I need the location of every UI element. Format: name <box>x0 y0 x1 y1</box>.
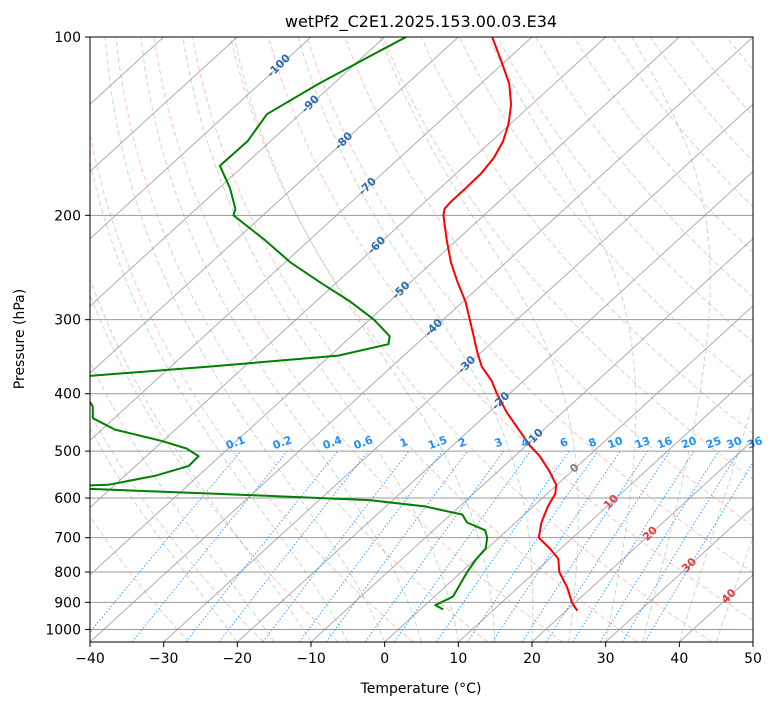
y-tick-label: 900 <box>54 595 81 611</box>
x-tick-label: 20 <box>523 651 541 667</box>
dry-adiabat <box>268 37 753 622</box>
mixing-ratio-line <box>467 450 599 642</box>
mixing-ratio-line <box>262 450 410 642</box>
y-tick-label: 600 <box>54 491 81 507</box>
isotherm <box>531 439 753 642</box>
y-tick-label: 500 <box>54 444 81 460</box>
isotherm <box>605 506 753 642</box>
mixing-ratio-label: 8 <box>587 435 599 450</box>
mixing-ratio-label: 30 <box>725 434 744 452</box>
x-tick-label: 50 <box>744 651 762 667</box>
mixing-ratio-line <box>599 450 720 642</box>
moist-adiabat <box>715 535 753 642</box>
x-tick-label: −30 <box>149 651 179 667</box>
isotherm <box>90 37 753 642</box>
x-tick-label: −20 <box>223 651 253 667</box>
temperature-profile <box>442 37 579 612</box>
mixing-ratio-label: 4 <box>519 435 531 450</box>
x-tick-label: 0 <box>380 651 389 667</box>
mixing-ratio-line <box>621 450 740 642</box>
moist-adiabat <box>297 37 534 642</box>
mixing-ratio-label: 10 <box>606 434 625 452</box>
isotherm <box>457 372 753 642</box>
moist-adiabat <box>487 37 637 642</box>
y-axis-label: Pressure (hPa) <box>12 289 28 389</box>
mixing-ratio-label: 2 <box>457 435 469 450</box>
moist-adiabat <box>182 37 459 642</box>
mixing-ratio-label: 3 <box>493 435 505 450</box>
dry-adiabat <box>153 37 563 642</box>
mixing-ratio-label: 1.5 <box>426 433 449 452</box>
moist-adiabat <box>140 37 422 642</box>
mixing-ratio-label: 0.2 <box>271 433 294 452</box>
x-tick-label: 40 <box>670 651 688 667</box>
y-tick-label: 800 <box>54 565 81 581</box>
mixing-ratio-line <box>491 450 621 642</box>
mixing-ratio-line <box>572 450 695 642</box>
isotherm <box>90 37 238 173</box>
moist-adiabat <box>90 427 238 642</box>
isotherm <box>752 641 753 642</box>
y-tick-label: 700 <box>54 531 81 547</box>
dry-adiabat <box>306 37 753 574</box>
y-tick-label: 1000 <box>45 622 81 638</box>
mixing-ratio-line <box>521 450 649 642</box>
isotherm <box>90 37 459 374</box>
mixing-ratio-line <box>218 450 369 642</box>
mixing-ratio-line <box>393 450 531 642</box>
dry-adiabat <box>382 37 753 481</box>
dry-adiabat <box>90 412 264 642</box>
x-axis-label: Temperature (°C) <box>360 681 482 697</box>
isotherm <box>163 103 753 642</box>
mixing-ratio-label: 6 <box>558 435 570 450</box>
mixing-ratio-label: 0.4 <box>321 433 344 452</box>
y-tick-label: 200 <box>54 208 81 224</box>
moist-adiabat <box>379 37 579 642</box>
isotherm <box>90 37 533 442</box>
dewpoint-profile <box>90 37 489 611</box>
isotherm <box>90 37 312 240</box>
y-tick-label: 100 <box>54 30 81 46</box>
isotherm <box>90 37 607 509</box>
isotherm <box>384 305 753 642</box>
moist-adiabat <box>678 401 753 642</box>
isotherm <box>236 170 753 642</box>
y-tick-label: 300 <box>54 313 81 329</box>
mixing-ratio-label: 0.1 <box>224 433 247 452</box>
mixing-ratio-label: 13 <box>633 434 652 451</box>
mixing-ratio-line <box>435 450 570 642</box>
y-tick-label: 400 <box>54 387 81 403</box>
moist-adiabat <box>90 158 349 642</box>
x-tick-label: −40 <box>75 651 105 667</box>
moist-adiabat <box>233 37 496 642</box>
moist-adiabat <box>90 359 275 642</box>
dry-adiabat <box>765 37 775 642</box>
dry-adiabat <box>496 37 753 344</box>
mixing-ratio-line <box>325 450 468 642</box>
dry-adiabat <box>115 37 488 642</box>
mixing-ratio-line <box>298 450 444 642</box>
mixing-ratio-label: 20 <box>680 434 699 452</box>
moist-adiabat <box>631 37 711 642</box>
isotherm <box>310 237 753 642</box>
mixing-ratio-line <box>364 450 505 642</box>
mixing-ratio-line <box>644 461 753 642</box>
mixing-ratio-line <box>545 450 671 642</box>
x-tick-label: 30 <box>597 651 615 667</box>
mixing-ratio-label: 16 <box>655 434 674 452</box>
x-tick-label: −10 <box>296 651 326 667</box>
mixing-ratio-label: 1 <box>398 435 410 450</box>
mixing-ratio-label: 0.6 <box>352 433 375 452</box>
dry-adiabat <box>535 37 753 298</box>
dry-adiabat <box>420 37 753 435</box>
isotherm <box>90 37 680 576</box>
x-tick-label: 10 <box>449 651 467 667</box>
mixing-ratio-label: 25 <box>704 434 723 451</box>
dry-adiabat <box>191 37 638 642</box>
plot-frame <box>89 36 754 643</box>
isotherm <box>90 37 386 307</box>
chart-title: wetPf2_C2E1.2025.153.00.03.E34 <box>285 12 557 32</box>
mixing-ratio-label: 36 <box>745 434 764 452</box>
